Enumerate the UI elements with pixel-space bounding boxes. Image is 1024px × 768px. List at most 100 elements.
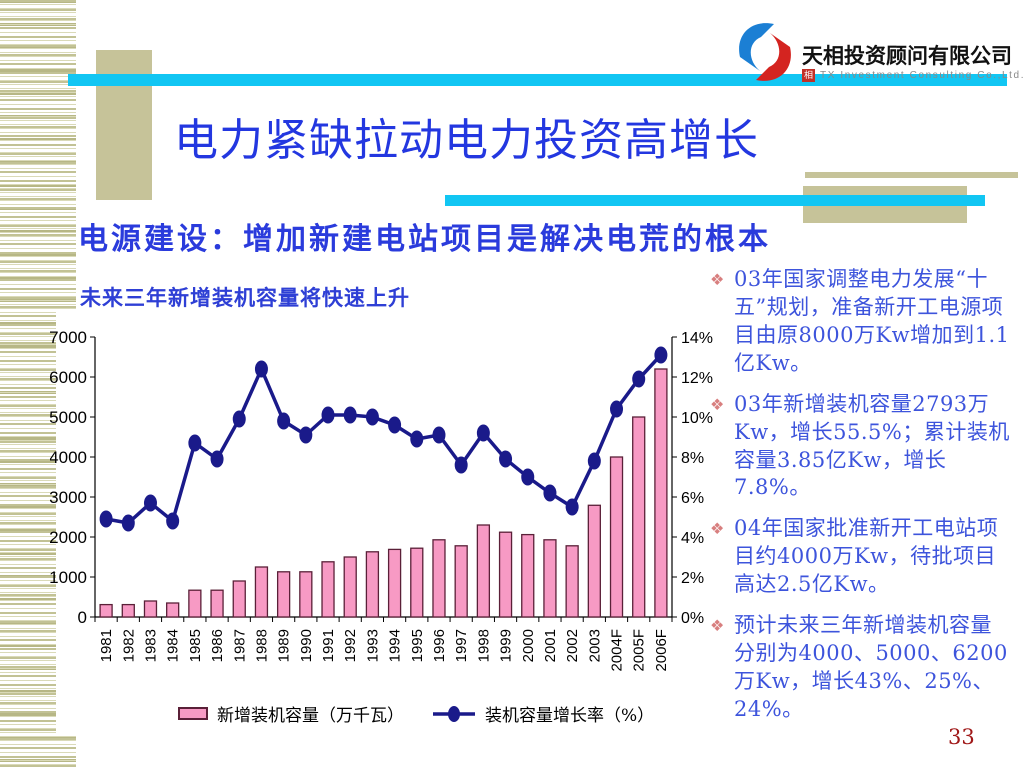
bullet-item: ❖ 预计未来三年新增装机容量分别为4000、5000、6200万Kw，增长43%、… [710, 612, 1012, 724]
logo-red-arrow [756, 33, 791, 81]
bar-series [99, 368, 668, 618]
svg-text:1996: 1996 [431, 629, 448, 662]
line-point [476, 424, 490, 442]
legend-line-marker-icon [433, 705, 475, 722]
svg-text:1991: 1991 [320, 629, 337, 662]
bar [609, 456, 624, 618]
svg-text:2001: 2001 [542, 629, 559, 662]
svg-text:1995: 1995 [409, 629, 426, 662]
svg-text:4%: 4% [681, 530, 704, 547]
bullet-item: ❖ 03年国家调整电力发展“十五”规划，准备新开工电源项目由原8000万Kw增加到… [710, 266, 1012, 378]
line-point [321, 406, 335, 424]
bar [498, 531, 513, 618]
bar [476, 524, 491, 618]
chart-title: 未来三年新增装机容量将快速上升 [80, 287, 410, 310]
svg-text:1985: 1985 [187, 629, 204, 662]
right-accent-strip [805, 172, 1018, 178]
bar [276, 571, 291, 618]
line-point [232, 410, 246, 428]
legend-line-label: 装机容量增长率（%） [485, 706, 655, 726]
svg-text:2000: 2000 [50, 528, 87, 547]
chart-legend: 新增装机容量（万千瓦） 装机容量增长率（%） [178, 701, 654, 726]
line-point [632, 370, 646, 388]
bullet-item: ❖ 04年国家批准新开工电站项目约4000万Kw，待批项目高达2.5亿Kw。 [710, 515, 1012, 599]
logo-swirl-icon [739, 23, 791, 81]
page-subtitle: 电源建设：增加新建电站项目是解决电荒的根本 [78, 223, 771, 256]
bar [166, 602, 180, 618]
bar [321, 561, 335, 618]
bar [587, 504, 601, 618]
line-point [299, 426, 313, 444]
line-point [277, 412, 291, 430]
svg-text:8%: 8% [681, 450, 704, 467]
bar [454, 545, 468, 618]
company-logo: 天相投资顾问有限公司 相 TX Investment Consulting Co… [730, 16, 1024, 96]
legend-bar-label: 新增装机容量（万千瓦） [217, 706, 404, 726]
bar [121, 603, 135, 618]
line-point [587, 452, 601, 470]
logo-seal-icon: 相 [802, 69, 815, 82]
svg-text:1983: 1983 [142, 629, 159, 662]
svg-text:1986: 1986 [209, 629, 226, 662]
svg-text:0%: 0% [681, 610, 704, 627]
line-point [521, 468, 535, 486]
bullet-text: 04年国家批准新开工电站项目约4000万Kw，待批项目高达2.5亿Kw。 [734, 516, 999, 597]
svg-text:10%: 10% [681, 410, 713, 427]
svg-text:1984: 1984 [165, 629, 182, 662]
svg-text:2004F: 2004F [609, 629, 626, 672]
svg-text:6000: 6000 [50, 368, 87, 387]
bar [565, 545, 579, 618]
line-point [654, 346, 668, 364]
diamond-bullet-icon: ❖ [710, 270, 725, 289]
line-point [99, 510, 113, 528]
svg-text:1989: 1989 [276, 629, 293, 662]
svg-text:1987: 1987 [231, 629, 248, 662]
svg-text:2005F: 2005F [631, 629, 648, 672]
line-point [454, 456, 468, 474]
line-point [410, 430, 424, 448]
svg-text:4000: 4000 [50, 448, 87, 467]
line-point [543, 484, 557, 502]
line-point [210, 450, 224, 468]
svg-text:2000: 2000 [520, 629, 537, 662]
svg-text:1999: 1999 [498, 629, 515, 662]
line-point [143, 494, 157, 512]
svg-text:1981: 1981 [98, 629, 115, 662]
svg-text:1997: 1997 [453, 629, 470, 662]
svg-text:12%: 12% [681, 370, 713, 387]
svg-text:2003: 2003 [586, 629, 603, 662]
bullet-text: 03年新增装机容量2793万Kw，增长55.5%；累计装机容量3.85亿Kw，增… [734, 391, 1010, 500]
svg-text:14%: 14% [681, 330, 713, 347]
line-point [343, 406, 357, 424]
svg-text:5000: 5000 [50, 408, 87, 427]
svg-text:1998: 1998 [475, 629, 492, 662]
bullet-list: ❖ 03年国家调整电力发展“十五”规划，准备新开工电源项目由原8000万Kw增加到… [710, 266, 1012, 724]
svg-text:1990: 1990 [298, 629, 315, 662]
svg-text:1982: 1982 [120, 629, 137, 662]
bar [232, 580, 246, 618]
svg-text:2002: 2002 [564, 629, 581, 662]
bar [188, 589, 202, 618]
bar [99, 603, 113, 618]
bullet-item: ❖ 03年新增装机容量2793万Kw，增长55.5%；累计装机容量3.85亿Kw，… [710, 391, 1012, 503]
svg-text:1000: 1000 [50, 568, 87, 587]
x-axis-labels: 1981 1982 1983 1984 1985 1986 1987 1988 1989 1990… [98, 629, 670, 672]
page-number: 33 [948, 725, 975, 749]
svg-text:1988: 1988 [253, 629, 270, 662]
company-name-en: TX Investment Consulting Co.,Ltd. [820, 70, 1024, 81]
svg-text:7000: 7000 [50, 328, 87, 347]
left-axis: 0 1000 2000 3000 4000 5000 6000 7000 [50, 328, 95, 627]
line-point [565, 498, 579, 516]
svg-text:6%: 6% [681, 490, 704, 507]
bar [254, 566, 269, 618]
bar [632, 416, 646, 618]
svg-text:0: 0 [78, 608, 87, 627]
bar [299, 571, 313, 618]
page-title: 电力紧缺拉动电力投资高增长 [174, 115, 759, 166]
bar [210, 589, 224, 618]
bar [521, 533, 535, 618]
capacity-growth-chart: 0 1000 2000 3000 4000 5000 6000 7000 0% 2% 4% 6% 8% 1… [50, 328, 713, 672]
company-name-en-row: 相 TX Investment Consulting Co.,Ltd. [802, 69, 1024, 82]
bullet-text: 预计未来三年新增装机容量分别为4000、5000、6200万Kw，增长43%、2… [734, 613, 1008, 721]
